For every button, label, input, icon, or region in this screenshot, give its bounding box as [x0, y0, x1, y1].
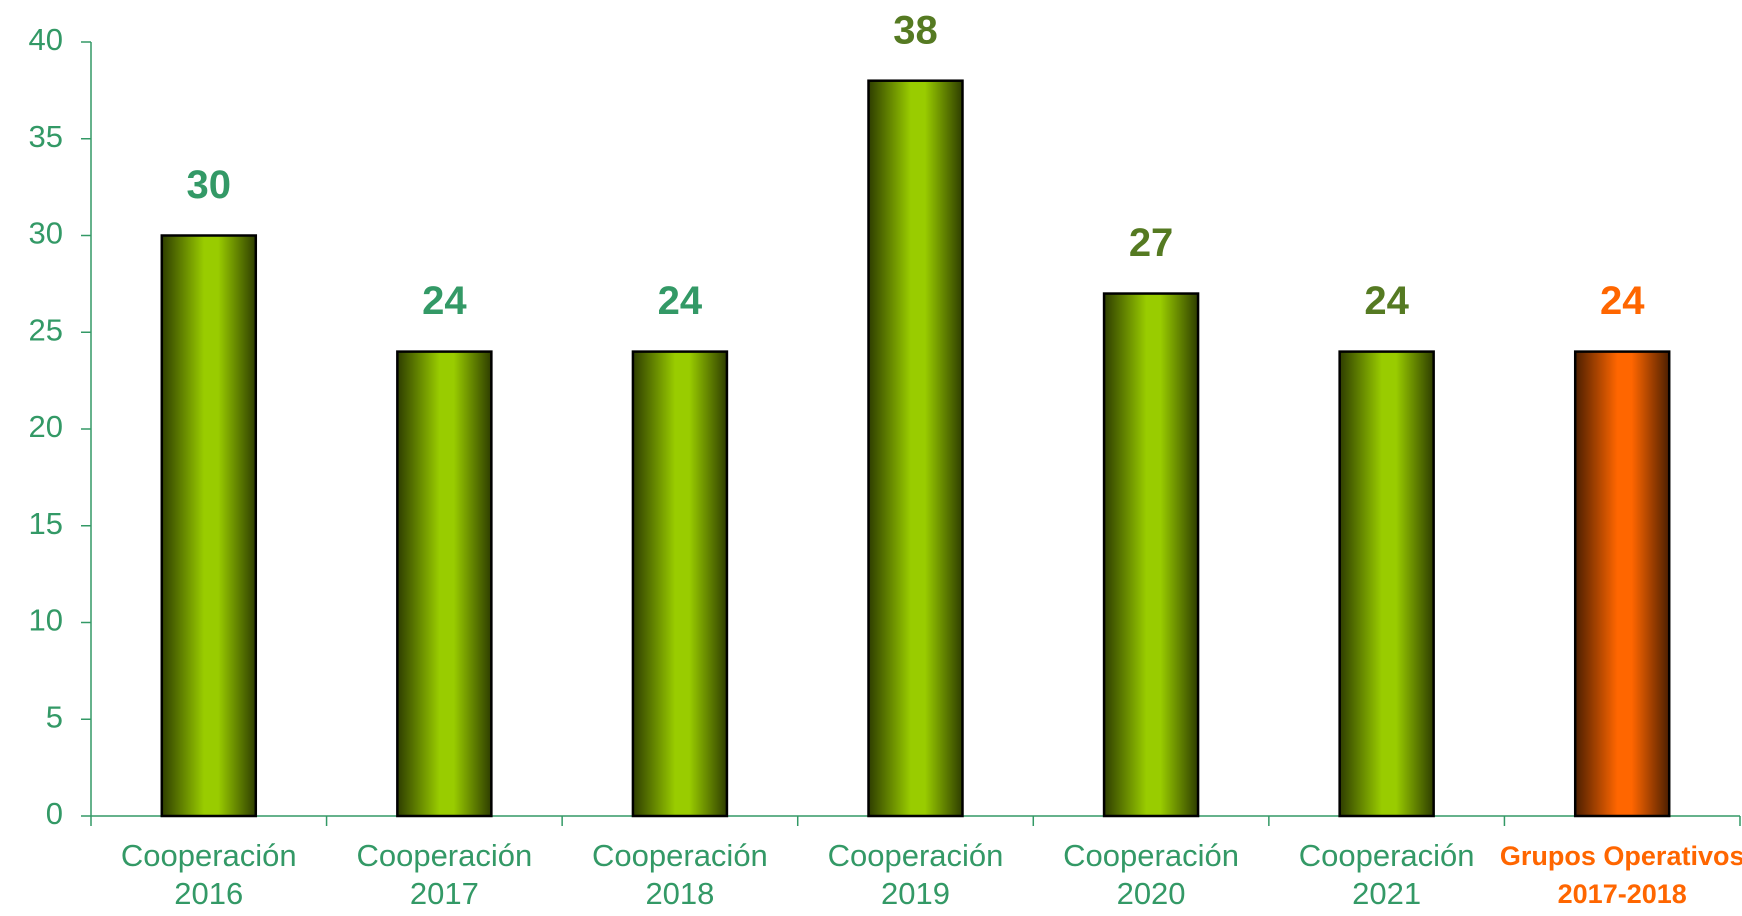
y-tick-label: 20 [29, 409, 63, 444]
x-tick-label: Cooperación [1299, 838, 1475, 873]
x-tick-label: 2018 [645, 876, 714, 911]
x-tick-label: Cooperación [592, 838, 768, 873]
x-tick-label: Grupos Operativos [1500, 841, 1742, 871]
y-tick-label: 30 [29, 216, 63, 251]
bar-shading [631, 350, 729, 818]
value-label: 27 [1129, 221, 1174, 265]
bar-shading [1102, 292, 1200, 818]
x-tick-label: 2021 [1352, 876, 1421, 911]
value-label: 30 [187, 163, 232, 207]
y-tick-label: 0 [46, 796, 63, 831]
y-tick-label: 5 [46, 699, 63, 734]
y-tick-label: 10 [29, 603, 63, 638]
bar-shading [867, 79, 964, 818]
value-label: 24 [658, 279, 703, 323]
y-tick-label: 25 [29, 312, 63, 347]
x-tick-label: 2016 [174, 876, 243, 911]
value-label: 38 [893, 8, 938, 52]
value-label: 24 [1600, 279, 1645, 323]
x-tick-label: Cooperación [121, 838, 297, 873]
bar-shading [160, 234, 258, 818]
bar-shading [1573, 350, 1671, 818]
y-tick-label: 15 [29, 506, 63, 541]
x-tick-label: 2017 [410, 876, 479, 911]
bar-shading [396, 350, 493, 818]
x-tick-label: 2019 [881, 876, 950, 911]
x-tick-label: Cooperación [356, 838, 532, 873]
bar-shading [1338, 350, 1435, 818]
x-tick-label: Cooperación [1063, 838, 1239, 873]
y-tick-label: 35 [29, 119, 63, 154]
x-tick-label: 2017-2018 [1558, 879, 1687, 909]
value-label: 24 [422, 279, 467, 323]
x-tick-label: Cooperación [828, 838, 1004, 873]
value-label: 24 [1364, 279, 1409, 323]
x-tick-label: 2020 [1117, 876, 1186, 911]
y-tick-label: 40 [29, 22, 63, 57]
